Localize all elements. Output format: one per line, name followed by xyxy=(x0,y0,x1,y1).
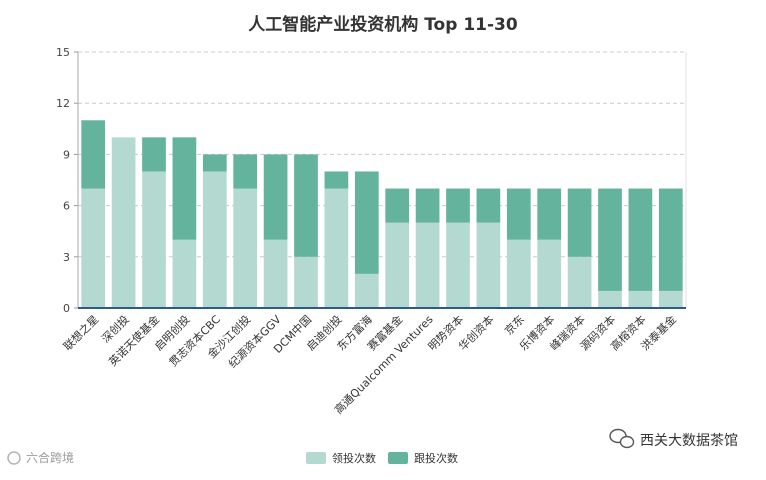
bar-follow-5[interactable] xyxy=(202,154,227,172)
bar-follow-16[interactable] xyxy=(537,188,562,240)
x-axis: 联想之星深创投英诺天使基金启明创投贯志资本CBC金沙江创投纪源资本GGVDCM中… xyxy=(60,307,686,417)
bar-lead-2[interactable] xyxy=(111,137,136,308)
bar-lead-10[interactable] xyxy=(354,273,379,308)
watermark-left-text: 六合跨境 xyxy=(26,450,74,465)
legend-swatch xyxy=(306,452,326,464)
bar-lead-4[interactable] xyxy=(172,239,197,308)
bar-lead-17[interactable] xyxy=(567,256,592,308)
bar-lead-5[interactable] xyxy=(202,171,227,308)
bar-follow-19[interactable] xyxy=(628,188,653,291)
y-tick-label: 12 xyxy=(56,97,70,110)
bar-follow-15[interactable] xyxy=(506,188,531,240)
legend-swatch xyxy=(388,452,408,464)
bar-follow-7[interactable] xyxy=(263,154,288,240)
bar-lead-14[interactable] xyxy=(476,222,501,308)
bar-lead-13[interactable] xyxy=(446,222,470,308)
bar-follow-18[interactable] xyxy=(598,188,622,291)
legend-item-follow[interactable]: 跟投次数 xyxy=(388,451,458,465)
bar-lead-15[interactable] xyxy=(506,239,531,308)
y-tick-label: 6 xyxy=(63,200,70,213)
bar-follow-17[interactable] xyxy=(567,188,592,257)
bar-lead-9[interactable] xyxy=(324,188,349,308)
bar-follow-3[interactable] xyxy=(142,137,166,172)
bar-lead-8[interactable] xyxy=(294,256,318,308)
legend-label: 领投次数 xyxy=(332,451,376,465)
bar-lead-1[interactable] xyxy=(81,188,106,308)
chart-title: 人工智能产业投资机构 Top 11-30 xyxy=(248,14,518,35)
watermark-right-text: 西关大数据茶馆 xyxy=(640,433,738,449)
bar-lead-20[interactable] xyxy=(658,290,683,308)
bar-lead-7[interactable] xyxy=(263,239,288,308)
wechat-icon xyxy=(609,428,635,449)
bar-follow-8[interactable] xyxy=(294,154,318,257)
bar-lead-6[interactable] xyxy=(233,188,258,308)
legend[interactable]: 领投次数 跟投次数 xyxy=(306,451,458,465)
bar-follow-14[interactable] xyxy=(476,188,501,223)
grid-layer xyxy=(78,51,687,308)
y-tick-label: 9 xyxy=(63,148,70,161)
bar-follow-1[interactable] xyxy=(81,120,106,189)
legend-item-lead[interactable]: 领投次数 xyxy=(306,451,376,465)
bar-lead-3[interactable] xyxy=(142,171,166,308)
y-tick-label: 0 xyxy=(63,302,70,315)
bar-follow-11[interactable] xyxy=(385,188,410,223)
bar-follow-6[interactable] xyxy=(233,154,258,189)
bar-lead-11[interactable] xyxy=(385,222,410,308)
watermark-left-icon xyxy=(7,451,21,465)
bar-lead-19[interactable] xyxy=(628,290,653,308)
bar-follow-4[interactable] xyxy=(172,137,197,240)
y-tick-label: 3 xyxy=(63,251,70,264)
bar-lead-12[interactable] xyxy=(415,222,440,308)
bar-follow-12[interactable] xyxy=(415,188,440,223)
bar-follow-20[interactable] xyxy=(658,188,683,291)
bar-lead-16[interactable] xyxy=(537,239,562,308)
watermark-right: 西关大数据茶馆 xyxy=(609,428,738,449)
bar-follow-10[interactable] xyxy=(354,171,379,274)
bars-layer xyxy=(81,120,683,308)
y-tick-label: 15 xyxy=(56,46,70,59)
bar-follow-9[interactable] xyxy=(324,171,349,189)
bar-follow-13[interactable] xyxy=(446,188,470,223)
x-tick-label: 京东 xyxy=(501,312,526,337)
watermark-left: 六合跨境 xyxy=(7,450,74,465)
x-tick-label: 联想之星 xyxy=(60,312,101,353)
legend-label: 跟投次数 xyxy=(414,451,458,465)
bar-lead-18[interactable] xyxy=(598,290,622,308)
y-axis: 0 3 6 9 12 15 xyxy=(56,46,79,315)
